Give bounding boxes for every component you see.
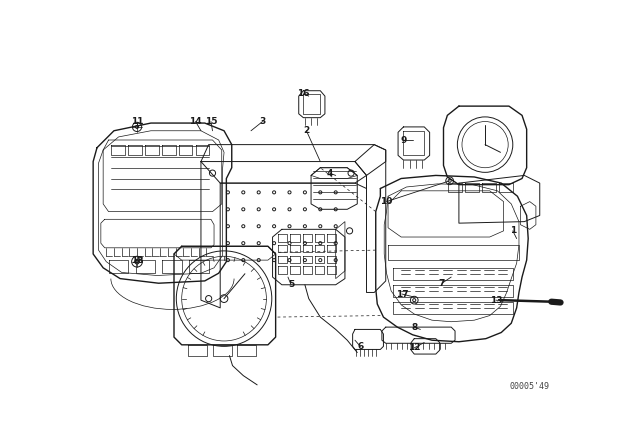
Text: 17: 17 <box>396 289 408 298</box>
Text: 11: 11 <box>131 117 143 126</box>
Text: 10: 10 <box>380 197 393 206</box>
Text: 16: 16 <box>297 89 310 98</box>
Text: 9: 9 <box>400 135 406 145</box>
Text: 12: 12 <box>408 344 420 353</box>
Text: 2: 2 <box>303 126 310 135</box>
Text: 18: 18 <box>131 256 143 265</box>
Text: 00005'49: 00005'49 <box>509 382 550 391</box>
Text: 5: 5 <box>288 280 294 289</box>
Text: 7: 7 <box>439 279 445 288</box>
Text: 1: 1 <box>509 226 516 235</box>
Text: 8: 8 <box>411 323 417 332</box>
Text: 13: 13 <box>490 296 502 305</box>
Text: 4: 4 <box>326 168 333 177</box>
Text: 14: 14 <box>189 117 202 126</box>
Text: 6: 6 <box>357 342 364 351</box>
Text: 3: 3 <box>259 117 266 126</box>
Text: 15: 15 <box>205 117 217 126</box>
